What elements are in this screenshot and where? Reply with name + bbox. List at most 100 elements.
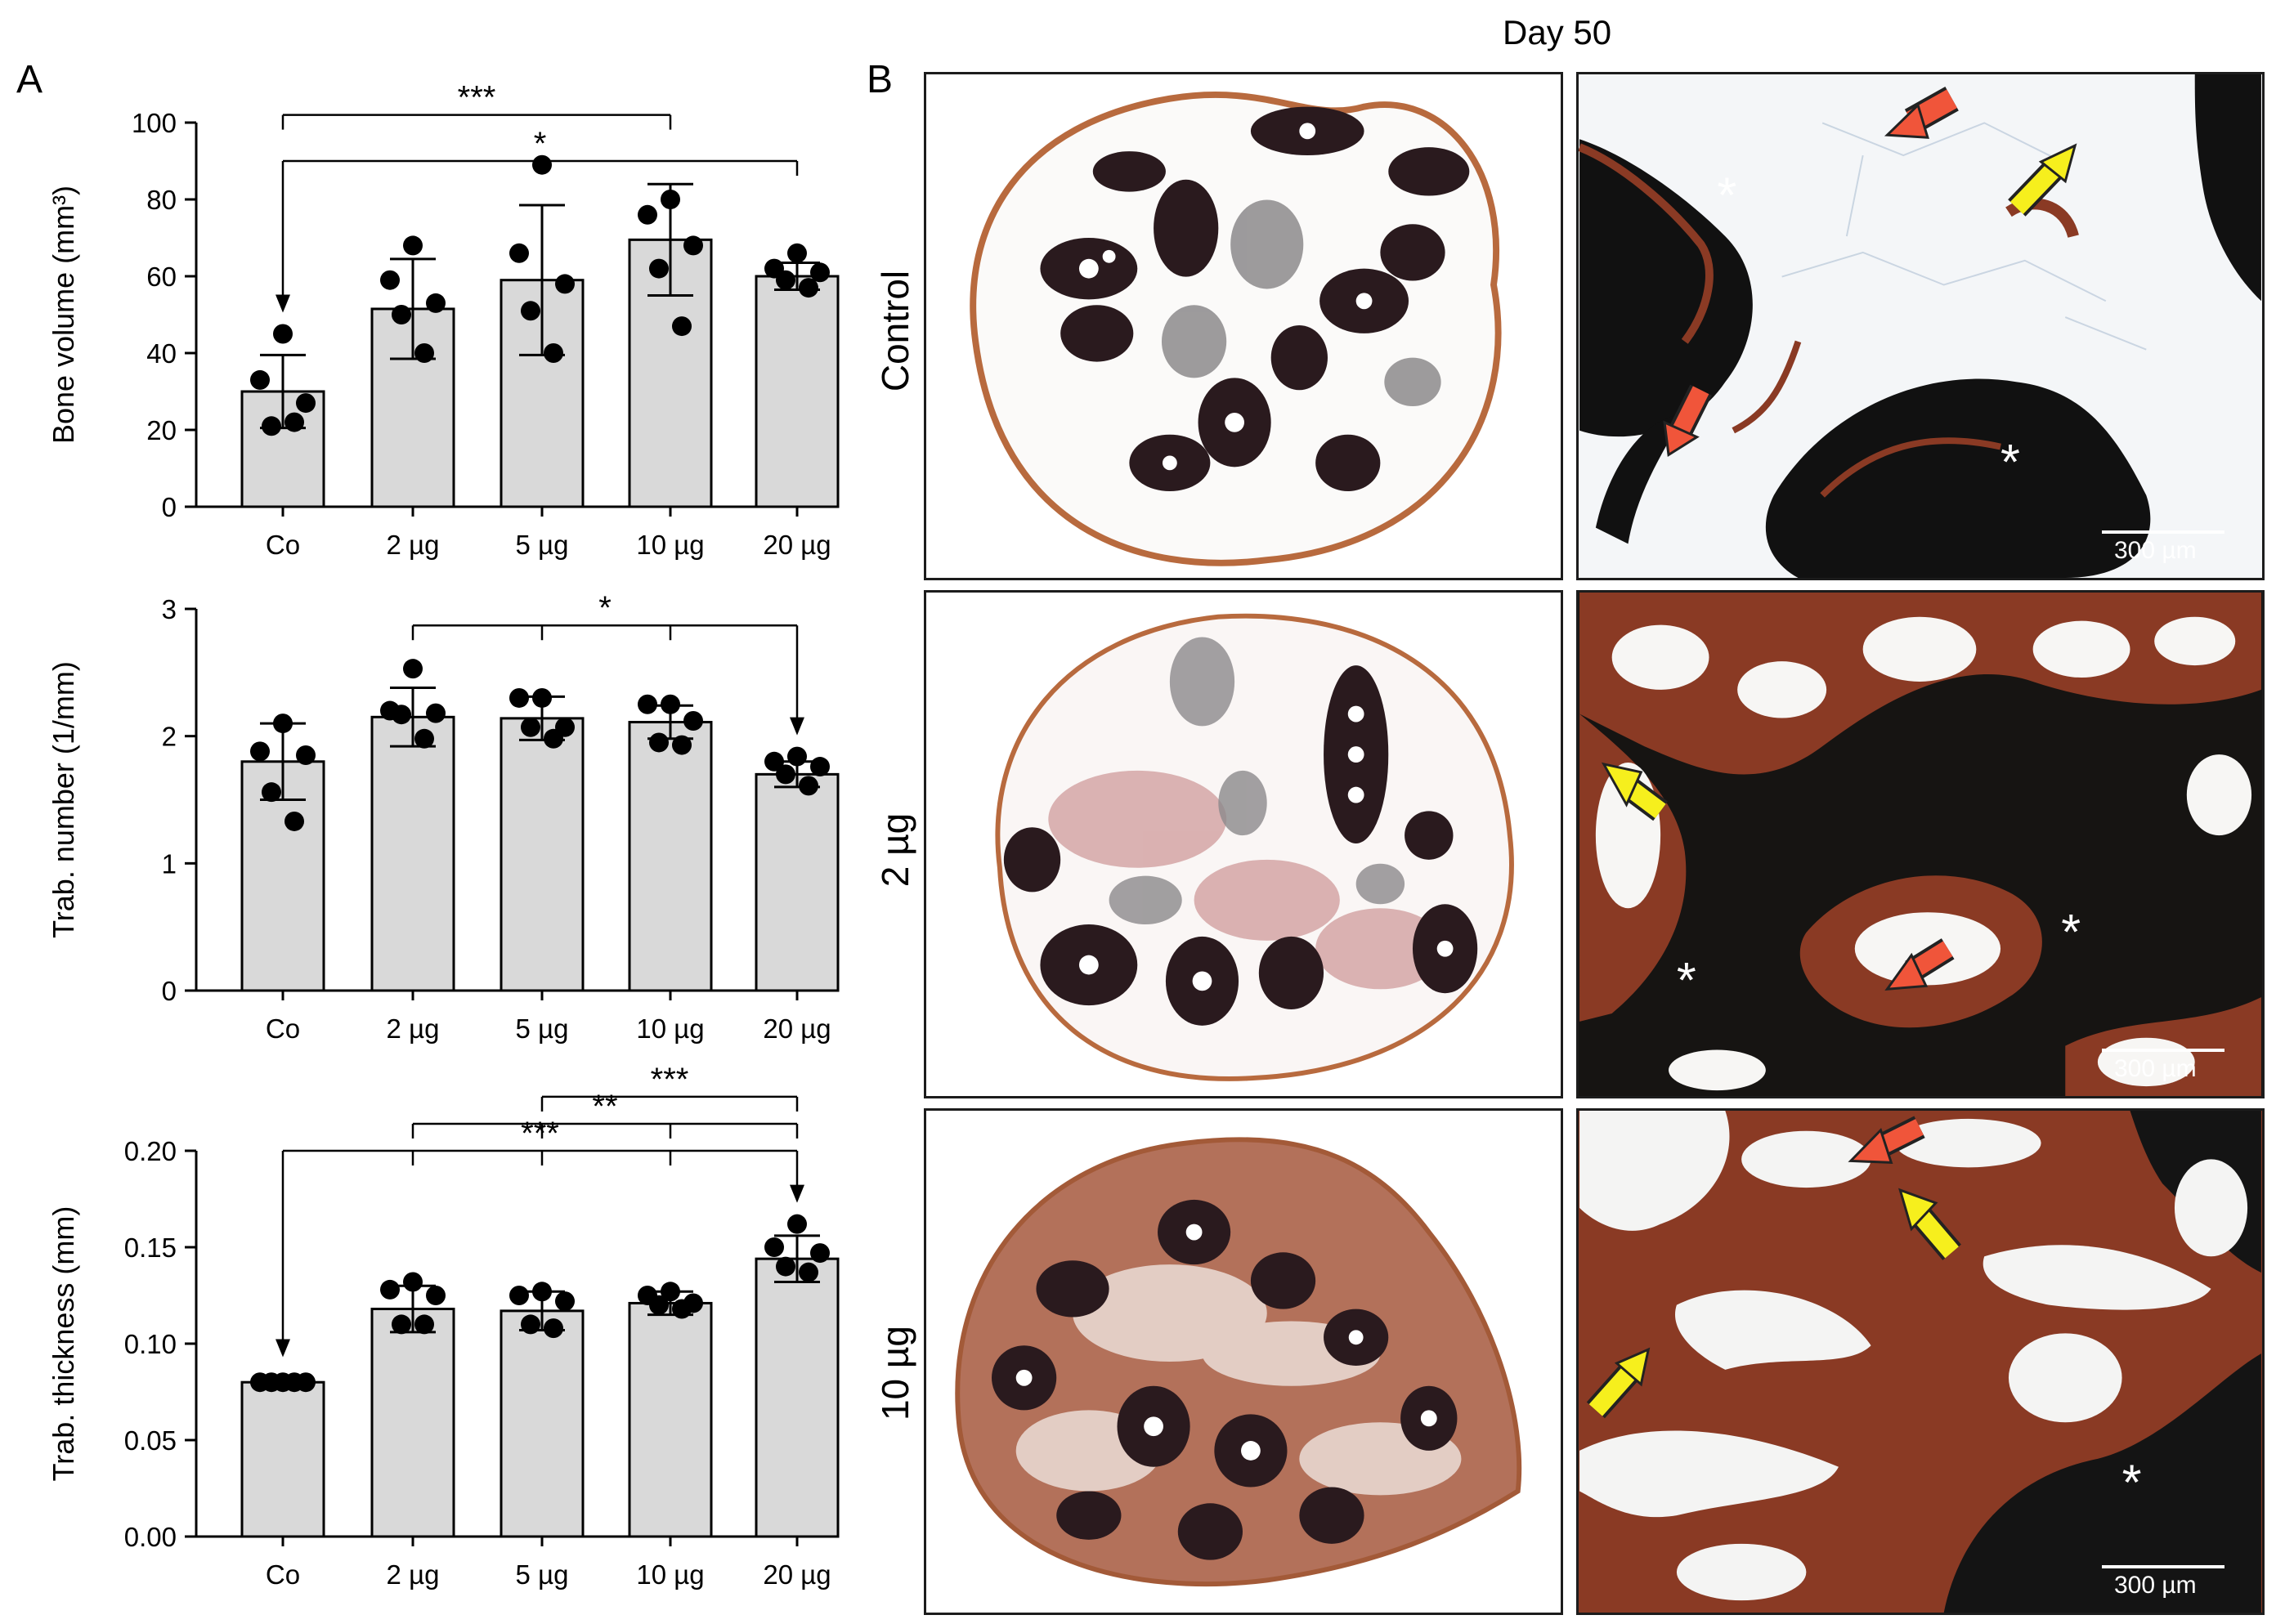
y-tick-label: 0.15 bbox=[124, 1233, 177, 1263]
scale-bar-label: 300 µm bbox=[2114, 1572, 2197, 1599]
significance-label: * bbox=[598, 590, 612, 626]
significance-arrowhead bbox=[276, 294, 290, 313]
x-tick-label: 2 µg bbox=[387, 1013, 440, 1044]
x-tick-label: 5 µg bbox=[516, 1013, 569, 1044]
x-tick-label: 2 µg bbox=[387, 1559, 440, 1590]
x-tick-label: 20 µg bbox=[763, 1559, 831, 1590]
x-tick-label: 5 µg bbox=[516, 1559, 569, 1590]
data-point bbox=[799, 1262, 818, 1282]
data-point bbox=[649, 732, 669, 753]
data-point bbox=[810, 757, 830, 777]
data-point bbox=[284, 1372, 304, 1393]
data-point bbox=[776, 270, 795, 290]
data-point bbox=[799, 776, 818, 796]
y-tick-label: 40 bbox=[146, 338, 177, 369]
data-point bbox=[787, 243, 807, 263]
data-point bbox=[799, 278, 818, 298]
data-point bbox=[426, 1286, 446, 1305]
data-point bbox=[649, 258, 669, 279]
data-point bbox=[426, 293, 446, 313]
data-point bbox=[296, 745, 316, 766]
data-point bbox=[521, 1314, 540, 1335]
data-point bbox=[414, 343, 434, 363]
bone-volume-chart: Bone volume (mm³) 0 20 40 60 80 100 Co 2 µg 5 µg 1… bbox=[47, 80, 840, 560]
data-point bbox=[555, 274, 575, 294]
trab-thickness-chart: Trab. thickness (mm) 0.00 0.05 0.10 0.15 0.20… bbox=[47, 1062, 840, 1590]
overview-10ug-drawing bbox=[955, 1137, 1522, 1586]
data-point bbox=[810, 1243, 830, 1264]
red-arrow-icon bbox=[1884, 938, 1955, 991]
data-point bbox=[403, 659, 423, 679]
bar bbox=[628, 721, 713, 992]
data-point bbox=[509, 687, 529, 708]
data-point bbox=[392, 1314, 411, 1335]
y-tick-label: 0 bbox=[162, 976, 177, 1006]
data-point bbox=[403, 235, 423, 256]
day-label: Day 50 bbox=[1503, 13, 1612, 51]
zoom-control-image: * * 300 µm bbox=[1576, 72, 2265, 580]
data-point bbox=[521, 301, 540, 321]
data-point bbox=[403, 1272, 423, 1292]
significance-label: * bbox=[534, 126, 547, 162]
data-point bbox=[262, 1372, 281, 1393]
significance-label: *** bbox=[521, 1116, 559, 1152]
bar bbox=[500, 717, 585, 992]
x-tick-label: 10 µg bbox=[636, 530, 704, 560]
x-tick-label: 10 µg bbox=[636, 1013, 704, 1044]
y-tick-label: 0.00 bbox=[124, 1522, 177, 1552]
y-tick-label: 60 bbox=[146, 262, 177, 292]
data-point bbox=[776, 764, 795, 785]
data-point bbox=[284, 811, 304, 831]
data-point bbox=[683, 235, 703, 256]
zoom-control-drawing: * * bbox=[1579, 74, 2261, 578]
x-tick-label: 2 µg bbox=[387, 530, 440, 560]
data-point bbox=[532, 154, 552, 175]
data-point bbox=[672, 316, 692, 337]
data-point bbox=[787, 1214, 807, 1234]
y-tick-label: 0.10 bbox=[124, 1329, 177, 1359]
data-point bbox=[672, 735, 692, 755]
overview-10ug-image bbox=[924, 1108, 1563, 1615]
significance-label: ** bbox=[592, 1089, 617, 1125]
zoom-2ug-image: * * 300 µm bbox=[1576, 590, 2265, 1098]
data-point bbox=[544, 343, 563, 363]
yellow-arrow-icon bbox=[1601, 762, 1669, 821]
data-point bbox=[661, 190, 680, 209]
data-point bbox=[661, 694, 680, 714]
trab-number-chart: Trab. number (1/mm) 0 1 2 3 Co 2 µg 5 µg 10 µg 20… bbox=[47, 590, 840, 1044]
data-point bbox=[532, 1282, 552, 1302]
x-tick-label: 5 µg bbox=[516, 530, 569, 560]
overview-control-drawing bbox=[970, 91, 1502, 566]
data-point bbox=[509, 243, 529, 263]
data-point bbox=[776, 1256, 795, 1277]
data-point bbox=[273, 714, 293, 734]
data-point bbox=[509, 1286, 529, 1305]
zoom-10ug-drawing: * bbox=[1579, 1111, 2261, 1613]
y-axis-label: Trab. thickness (mm) bbox=[47, 1206, 80, 1482]
significance-arrowhead bbox=[276, 1339, 290, 1358]
y-tick-label: 0.20 bbox=[124, 1136, 177, 1166]
y-axis-label: Bone volume (mm³) bbox=[47, 186, 80, 444]
data-point bbox=[273, 324, 293, 344]
overview-control-image bbox=[924, 72, 1563, 580]
red-arrow-icon bbox=[1884, 87, 1959, 139]
bar bbox=[628, 1301, 713, 1538]
bar bbox=[370, 715, 455, 992]
row-label-10ug: 10 µg bbox=[874, 1325, 916, 1421]
data-point bbox=[555, 1291, 575, 1312]
x-tick-label: 20 µg bbox=[763, 530, 831, 560]
data-point bbox=[250, 369, 270, 390]
y-tick-label: 0 bbox=[162, 492, 177, 522]
data-point bbox=[521, 717, 540, 737]
x-tick-label: Co bbox=[266, 530, 300, 560]
data-point bbox=[649, 1295, 669, 1315]
row-label-control: Control bbox=[874, 270, 916, 392]
bar bbox=[240, 1380, 325, 1538]
data-point bbox=[414, 1314, 434, 1335]
x-tick-label: Co bbox=[266, 1559, 300, 1590]
bar bbox=[370, 1308, 455, 1538]
data-point bbox=[638, 204, 657, 225]
data-point bbox=[262, 782, 281, 803]
bar bbox=[500, 1309, 585, 1538]
data-point bbox=[414, 728, 434, 749]
